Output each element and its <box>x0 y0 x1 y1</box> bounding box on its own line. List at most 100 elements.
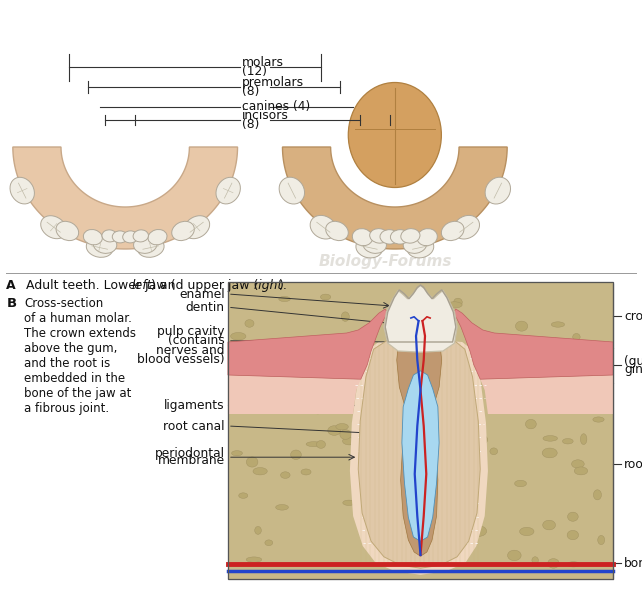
Ellipse shape <box>417 229 437 245</box>
Ellipse shape <box>397 469 410 476</box>
Ellipse shape <box>568 512 578 521</box>
Ellipse shape <box>465 422 476 427</box>
Ellipse shape <box>86 238 113 257</box>
Ellipse shape <box>123 231 138 243</box>
Bar <box>228 282 613 579</box>
Ellipse shape <box>525 419 536 429</box>
Text: B: B <box>6 297 17 310</box>
Ellipse shape <box>343 500 355 505</box>
Ellipse shape <box>310 215 336 239</box>
Text: enamel: enamel <box>179 287 225 301</box>
Text: (gum): (gum) <box>624 355 642 368</box>
Ellipse shape <box>281 472 290 478</box>
Text: periodontal: periodontal <box>155 446 225 460</box>
Ellipse shape <box>580 434 587 445</box>
Text: incisors: incisors <box>242 109 289 122</box>
Ellipse shape <box>454 298 462 306</box>
Ellipse shape <box>515 480 526 487</box>
Ellipse shape <box>340 430 351 439</box>
Ellipse shape <box>184 216 210 239</box>
Ellipse shape <box>427 480 440 485</box>
Ellipse shape <box>148 230 167 245</box>
Ellipse shape <box>419 535 428 544</box>
Ellipse shape <box>314 404 322 414</box>
Ellipse shape <box>527 364 535 373</box>
Ellipse shape <box>535 394 546 404</box>
Polygon shape <box>480 375 613 414</box>
Ellipse shape <box>291 450 301 460</box>
Ellipse shape <box>232 451 243 456</box>
Ellipse shape <box>265 540 273 545</box>
Ellipse shape <box>266 384 276 394</box>
Ellipse shape <box>447 501 463 511</box>
Ellipse shape <box>257 346 268 355</box>
Ellipse shape <box>263 367 274 376</box>
Ellipse shape <box>279 177 304 204</box>
Text: root: root <box>624 458 642 471</box>
Ellipse shape <box>368 432 378 442</box>
Ellipse shape <box>352 229 372 245</box>
Ellipse shape <box>245 320 254 327</box>
Ellipse shape <box>593 490 602 500</box>
Ellipse shape <box>451 361 465 370</box>
Ellipse shape <box>574 467 587 475</box>
Ellipse shape <box>542 520 555 530</box>
Ellipse shape <box>551 322 564 327</box>
Ellipse shape <box>325 221 349 241</box>
Text: bone: bone <box>624 557 642 569</box>
Ellipse shape <box>328 426 341 436</box>
Ellipse shape <box>134 235 157 253</box>
Ellipse shape <box>508 550 521 560</box>
Text: pulp cavity: pulp cavity <box>157 325 225 338</box>
Ellipse shape <box>543 436 557 441</box>
Ellipse shape <box>56 221 79 241</box>
Ellipse shape <box>239 493 248 499</box>
Ellipse shape <box>593 417 604 422</box>
Ellipse shape <box>479 436 488 443</box>
Text: left: left <box>132 279 152 292</box>
Ellipse shape <box>306 442 322 446</box>
Ellipse shape <box>230 332 246 340</box>
Bar <box>228 282 613 579</box>
Text: crown: crown <box>624 310 642 323</box>
Ellipse shape <box>216 178 240 204</box>
Polygon shape <box>350 339 488 575</box>
Ellipse shape <box>342 312 349 322</box>
Ellipse shape <box>532 389 546 395</box>
Ellipse shape <box>389 398 396 409</box>
Ellipse shape <box>516 321 528 331</box>
Ellipse shape <box>363 235 386 253</box>
Text: ligaments: ligaments <box>164 398 225 412</box>
Ellipse shape <box>403 235 427 253</box>
Ellipse shape <box>348 82 442 187</box>
Ellipse shape <box>247 457 258 467</box>
Ellipse shape <box>542 448 557 458</box>
Ellipse shape <box>390 230 410 244</box>
Ellipse shape <box>441 221 464 241</box>
Ellipse shape <box>255 526 261 535</box>
Text: (8): (8) <box>242 85 259 98</box>
Polygon shape <box>358 338 480 568</box>
Text: right: right <box>254 279 283 292</box>
Ellipse shape <box>562 439 573 444</box>
Polygon shape <box>397 313 442 556</box>
Ellipse shape <box>246 557 262 562</box>
Text: dentin: dentin <box>186 301 225 314</box>
Ellipse shape <box>490 448 498 455</box>
Text: (12): (12) <box>242 65 267 79</box>
Text: premolars: premolars <box>242 76 304 89</box>
Ellipse shape <box>40 216 67 239</box>
Text: ).: ). <box>279 279 288 292</box>
Ellipse shape <box>372 549 381 559</box>
Text: canines (4): canines (4) <box>242 100 310 113</box>
Ellipse shape <box>519 527 534 536</box>
Ellipse shape <box>336 424 349 430</box>
Ellipse shape <box>370 229 389 243</box>
Ellipse shape <box>137 238 164 257</box>
Ellipse shape <box>429 395 443 405</box>
Bar <box>228 282 613 579</box>
Polygon shape <box>13 147 238 249</box>
Text: blood vessels): blood vessels) <box>137 353 225 367</box>
Text: nerves and: nerves and <box>156 344 225 357</box>
Polygon shape <box>402 371 439 541</box>
